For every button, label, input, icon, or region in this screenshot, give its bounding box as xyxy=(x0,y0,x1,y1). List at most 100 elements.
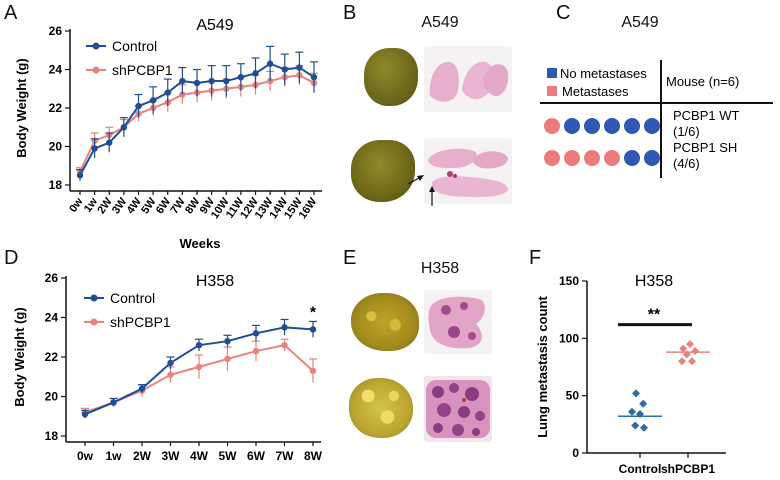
histology-shpcbp1-h358-tissue xyxy=(426,380,490,438)
y-tick-label: 150 xyxy=(559,274,579,288)
lung-photo-shpcbp1 xyxy=(351,140,415,202)
x-tick-label: 5W xyxy=(219,449,238,463)
mouse-circle xyxy=(604,118,620,134)
panel-e-title: H358 xyxy=(420,260,460,277)
data-point xyxy=(91,145,98,152)
panel-a-line-chart: A54918202224260w1w2W3W4W5W6W7W8W9W10W11W… xyxy=(14,17,322,250)
mouse-circle xyxy=(544,150,560,166)
row-count: (1/6) xyxy=(673,124,700,139)
data-point xyxy=(252,347,260,355)
data-point xyxy=(106,139,113,146)
data-point xyxy=(110,399,117,406)
histology-shpcbp1-tissue xyxy=(428,148,508,198)
panel-d-line-chart: H358 18 20 22 24 26 0w 1w 2W 3W 4W 5W 6W 7W 8W Body Wei… xyxy=(12,271,323,463)
panel-c-title: A549 xyxy=(621,14,659,31)
y-tick-label: 18 xyxy=(45,429,59,443)
data-point xyxy=(164,89,171,96)
data-point xyxy=(632,389,640,398)
x-tick-label: Control xyxy=(619,462,662,476)
x-axis-label: Weeks xyxy=(180,236,221,250)
arrow-head-1 xyxy=(417,175,424,181)
data-point xyxy=(310,74,318,81)
chart-title: H358 xyxy=(196,273,234,290)
x-tick-label: 7W xyxy=(276,449,295,463)
data-point xyxy=(281,66,288,73)
histology-shpcbp1-h358 xyxy=(424,376,492,442)
data-point xyxy=(76,172,84,179)
data-point xyxy=(309,326,317,333)
mouse-circle xyxy=(584,150,600,166)
data-point xyxy=(691,346,700,355)
data-point xyxy=(686,340,694,349)
mouse-circle xyxy=(564,118,580,134)
y-axis-label: Lung metastasis count xyxy=(535,296,550,438)
data-point xyxy=(138,385,146,392)
data-point xyxy=(266,60,274,67)
panel-letter-a: A xyxy=(4,2,18,24)
data-point xyxy=(167,371,174,378)
data-point xyxy=(120,124,128,131)
panel-c-metastasis-grid: No metastases Metastases Mouse (n=6) PCBP1 … xyxy=(540,60,773,178)
data-point xyxy=(628,407,636,416)
x-tick-label: 6W xyxy=(247,449,266,463)
data-point xyxy=(309,367,317,375)
data-point xyxy=(195,363,203,371)
chart-title: A549 xyxy=(196,17,233,34)
mouse-circle xyxy=(564,150,580,166)
y-tick-label: 26 xyxy=(49,24,63,38)
mouse-circle xyxy=(624,150,640,166)
histology-control xyxy=(424,46,512,112)
panel-letter-d: D xyxy=(4,247,19,269)
data-point xyxy=(281,341,288,349)
data-point xyxy=(179,91,186,98)
mouse-circle xyxy=(604,150,620,166)
data-point xyxy=(252,330,260,337)
y-tick-label: 0 xyxy=(572,446,579,460)
x-tick-label: 16W xyxy=(297,195,320,221)
data-point xyxy=(252,70,259,77)
row-count: (4/6) xyxy=(673,156,700,171)
data-point xyxy=(224,355,231,363)
y-tick-label: 18 xyxy=(49,178,63,192)
data-point xyxy=(208,77,215,85)
mouse-circle xyxy=(644,118,660,134)
data-point xyxy=(281,324,288,331)
histology-control-h358 xyxy=(424,290,492,354)
panel-f-scatter-chart: H358 0 50 100 150 Control shPCBP1 Lung metastas… xyxy=(535,273,726,476)
x-tick-label: 1w xyxy=(105,449,122,463)
x-tick-label: 3W xyxy=(162,449,181,463)
lung-photo-control xyxy=(364,48,418,106)
y-tick-label: 50 xyxy=(566,389,580,403)
significance-marker: ** xyxy=(648,307,661,324)
legend-marker xyxy=(92,66,100,74)
data-point xyxy=(678,357,686,366)
y-axis-label: Body Weight (g) xyxy=(12,307,27,406)
panel-letter-c: C xyxy=(556,2,571,24)
panel-letter-e: E xyxy=(343,247,357,269)
grid-header: Mouse (n=6) xyxy=(666,74,739,89)
y-tick-label: 22 xyxy=(49,101,63,115)
data-point xyxy=(223,77,230,85)
data-point xyxy=(149,97,157,104)
data-point xyxy=(179,77,186,85)
data-point xyxy=(224,338,231,345)
legend-label: Control xyxy=(110,290,155,306)
legend-marker xyxy=(90,318,98,326)
y-tick-label: 20 xyxy=(49,140,63,154)
chart-title: H358 xyxy=(635,273,673,290)
mouse-circle xyxy=(584,118,600,134)
data-point xyxy=(135,102,142,110)
legend-label-no-metastases: No metastases xyxy=(560,66,647,81)
x-tick-label: 8W xyxy=(304,449,323,463)
lung-photo-control-h358 xyxy=(351,293,419,351)
data-point xyxy=(688,357,696,366)
metastasis-arrows xyxy=(407,175,435,206)
row-label: PCBP1 WT xyxy=(673,108,740,123)
x-tick-label: 0w xyxy=(77,449,94,463)
significance-marker: * xyxy=(310,304,317,321)
arrow-head-2 xyxy=(429,186,435,192)
y-tick-label: 20 xyxy=(45,390,59,404)
y-tick-label: 24 xyxy=(45,311,59,325)
mouse-circle xyxy=(624,118,640,134)
mouse-circle xyxy=(544,118,560,134)
